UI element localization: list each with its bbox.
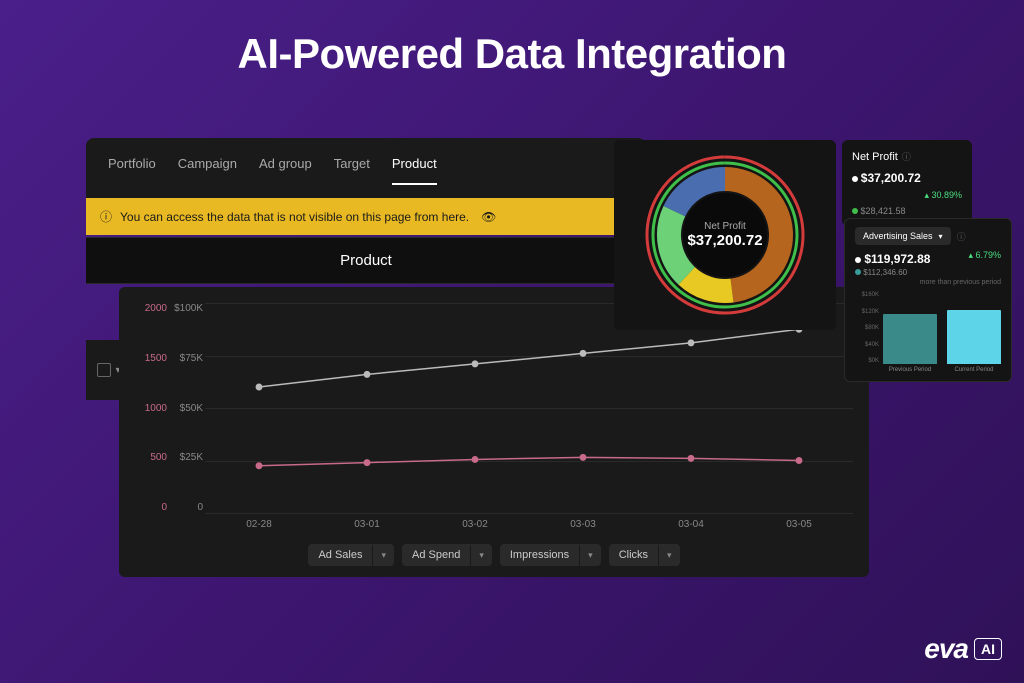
net-profit-pct: ▴ 30.89% xyxy=(924,190,962,200)
info-icon[interactable]: ⓘ xyxy=(957,230,966,243)
ad-sales-panel: Advertising Sales▾ ⓘ $119,972.88 ▴ 6.79%… xyxy=(844,218,1012,382)
y-axis-left: 2000 1500 1000 500 0 xyxy=(135,303,167,513)
net-profit-title: Net Profit ⓘ xyxy=(852,150,962,163)
legend-ad-sales[interactable]: Ad Sales▾ xyxy=(308,544,394,566)
select-all-checkbox[interactable] xyxy=(97,363,111,377)
chart-legend: Ad Sales▾ Ad Spend▾ Impressions▾ Clicks▾ xyxy=(135,544,853,566)
legend-ad-spend[interactable]: Ad Spend▾ xyxy=(402,544,492,566)
net-profit-panel: Net Profit ⓘ $37,200.72 ▴ 30.89% $28,421… xyxy=(842,140,972,226)
page-title: AI-Powered Data Integration xyxy=(0,30,1024,78)
tab-campaign[interactable]: Campaign xyxy=(178,150,237,185)
chart-area: 2000 1500 1000 500 0 $100K $75K $50K $25… xyxy=(205,303,853,513)
brand-logo: eva AI xyxy=(924,633,1002,665)
tab-target[interactable]: Target xyxy=(334,150,370,185)
product-column-header: Product xyxy=(86,237,646,284)
info-icon: ⓘ xyxy=(100,208,112,225)
tabs: Portfolio Campaign Ad group Target Produ… xyxy=(86,138,646,185)
legend-impressions[interactable]: Impressions▾ xyxy=(500,544,601,566)
tab-product[interactable]: Product xyxy=(392,150,437,185)
main-chart: 2000 1500 1000 500 0 $100K $75K $50K $25… xyxy=(119,287,869,577)
tab-portfolio[interactable]: Portfolio xyxy=(108,150,156,185)
ad-sales-dropdown[interactable]: Advertising Sales▾ xyxy=(855,227,951,245)
info-text: You can access the data that is not visi… xyxy=(120,210,469,224)
ad-sales-chart: $160K $120K $80K $40K $0K xyxy=(855,292,1001,364)
eye-icon: 👁 xyxy=(481,210,496,224)
info-banner[interactable]: ⓘ You can access the data that is not vi… xyxy=(86,198,646,235)
donut-label: Net Profit xyxy=(687,221,762,232)
tab-adgroup[interactable]: Ad group xyxy=(259,150,312,185)
donut-value: $37,200.72 xyxy=(687,232,762,249)
y-axis-right: $100K $75K $50K $25K 0 xyxy=(169,303,203,513)
donut-panel: Net Profit $37,200.72 xyxy=(614,140,836,330)
x-axis: 02-28 03-01 03-02 03-03 03-04 03-05 xyxy=(205,519,853,530)
legend-clicks[interactable]: Clicks▾ xyxy=(609,544,680,566)
info-icon[interactable]: ⓘ xyxy=(902,150,911,163)
